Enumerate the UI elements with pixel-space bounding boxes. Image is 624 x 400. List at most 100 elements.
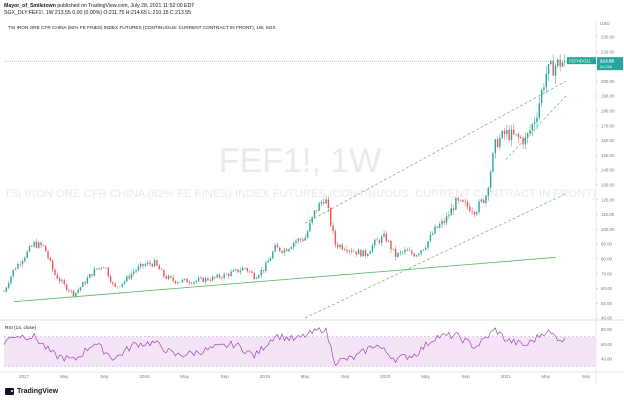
candle bbox=[506, 124, 508, 139]
candle-body bbox=[186, 278, 188, 283]
candle bbox=[501, 129, 503, 140]
price-tick-label: 130.00 bbox=[601, 183, 615, 188]
candle bbox=[408, 247, 411, 252]
candle-body bbox=[522, 137, 524, 145]
candle-body bbox=[272, 251, 274, 259]
candle bbox=[309, 219, 311, 233]
candle-body bbox=[82, 282, 84, 288]
candle bbox=[179, 281, 181, 283]
candle-body bbox=[281, 250, 283, 253]
candle bbox=[485, 194, 487, 206]
candle-body bbox=[360, 249, 362, 257]
candle-body bbox=[58, 278, 61, 282]
candle bbox=[63, 278, 65, 286]
candle bbox=[306, 229, 309, 239]
candle bbox=[543, 83, 545, 94]
candle-body bbox=[517, 134, 520, 138]
candle bbox=[371, 242, 374, 255]
candle bbox=[235, 268, 237, 272]
candle-body bbox=[552, 61, 554, 76]
tradingview-logo[interactable]: TradingView bbox=[5, 388, 58, 395]
watermark-symbol: FEF1!, 1W bbox=[219, 142, 381, 180]
candle-body bbox=[401, 252, 404, 253]
candle bbox=[146, 260, 149, 266]
candle-body bbox=[527, 133, 529, 138]
price-tick-label: 230.00 bbox=[601, 35, 615, 40]
candle-body bbox=[311, 216, 313, 223]
candle-body bbox=[40, 242, 42, 246]
candle-body bbox=[480, 199, 483, 202]
candle-body bbox=[17, 263, 19, 269]
candle-body bbox=[130, 273, 133, 279]
time-axis-label: 2021 bbox=[501, 374, 512, 379]
candle-body bbox=[151, 264, 154, 267]
candle bbox=[383, 230, 385, 238]
candle bbox=[207, 277, 209, 282]
candle bbox=[554, 63, 557, 84]
candle bbox=[116, 286, 119, 290]
candle bbox=[177, 281, 179, 285]
candle-body bbox=[47, 251, 49, 258]
candle-body bbox=[177, 282, 179, 284]
candle bbox=[260, 267, 262, 278]
candle bbox=[272, 250, 274, 260]
candle bbox=[17, 262, 19, 270]
candle-body bbox=[302, 239, 304, 241]
candle-body bbox=[390, 240, 392, 250]
candle bbox=[499, 133, 501, 150]
candle bbox=[503, 128, 506, 140]
candle bbox=[77, 287, 79, 295]
candle bbox=[89, 273, 91, 278]
price-tick-label: 110.00 bbox=[601, 212, 615, 217]
candle-body bbox=[75, 292, 77, 296]
candle bbox=[65, 283, 68, 291]
candle bbox=[68, 288, 70, 293]
candle bbox=[478, 198, 480, 215]
candle bbox=[436, 226, 439, 229]
candle bbox=[170, 275, 172, 279]
published-text: published on TradingView.com, July 28, 2… bbox=[57, 3, 195, 9]
candle-body bbox=[299, 238, 302, 240]
candle-body bbox=[137, 266, 140, 271]
time-axis-label: Sep bbox=[341, 374, 350, 379]
candle bbox=[121, 283, 123, 289]
candle-body bbox=[255, 277, 258, 279]
candle bbox=[450, 203, 452, 216]
candle-body bbox=[341, 244, 344, 250]
candle-body bbox=[86, 277, 89, 284]
candle bbox=[28, 244, 31, 253]
candle bbox=[230, 269, 232, 278]
candle-body bbox=[466, 202, 469, 207]
candle-body bbox=[383, 233, 385, 237]
candle-body bbox=[165, 276, 167, 279]
candle-body bbox=[109, 276, 112, 283]
candle-body bbox=[325, 199, 327, 204]
candle-body bbox=[538, 103, 540, 118]
candle-body bbox=[376, 239, 378, 241]
candle-body bbox=[72, 290, 75, 296]
candle bbox=[288, 248, 290, 253]
candle bbox=[109, 274, 112, 284]
candle bbox=[492, 151, 494, 173]
candle bbox=[149, 259, 151, 267]
candle-body bbox=[12, 269, 14, 277]
candle bbox=[443, 218, 445, 226]
candle bbox=[209, 277, 211, 283]
candle-body bbox=[499, 137, 501, 148]
candle-body bbox=[33, 241, 35, 247]
candle bbox=[330, 206, 332, 228]
candle-body bbox=[367, 253, 369, 256]
candle-body bbox=[45, 245, 47, 252]
candle-body bbox=[181, 279, 184, 282]
candle bbox=[346, 246, 348, 254]
candle-body bbox=[297, 238, 299, 242]
candle bbox=[75, 292, 77, 299]
candle-body bbox=[415, 255, 418, 257]
candle-body bbox=[557, 59, 559, 66]
candle bbox=[297, 237, 299, 244]
candle bbox=[133, 268, 135, 277]
candle-body bbox=[3, 291, 5, 292]
candle bbox=[406, 247, 408, 251]
candle bbox=[387, 239, 390, 243]
